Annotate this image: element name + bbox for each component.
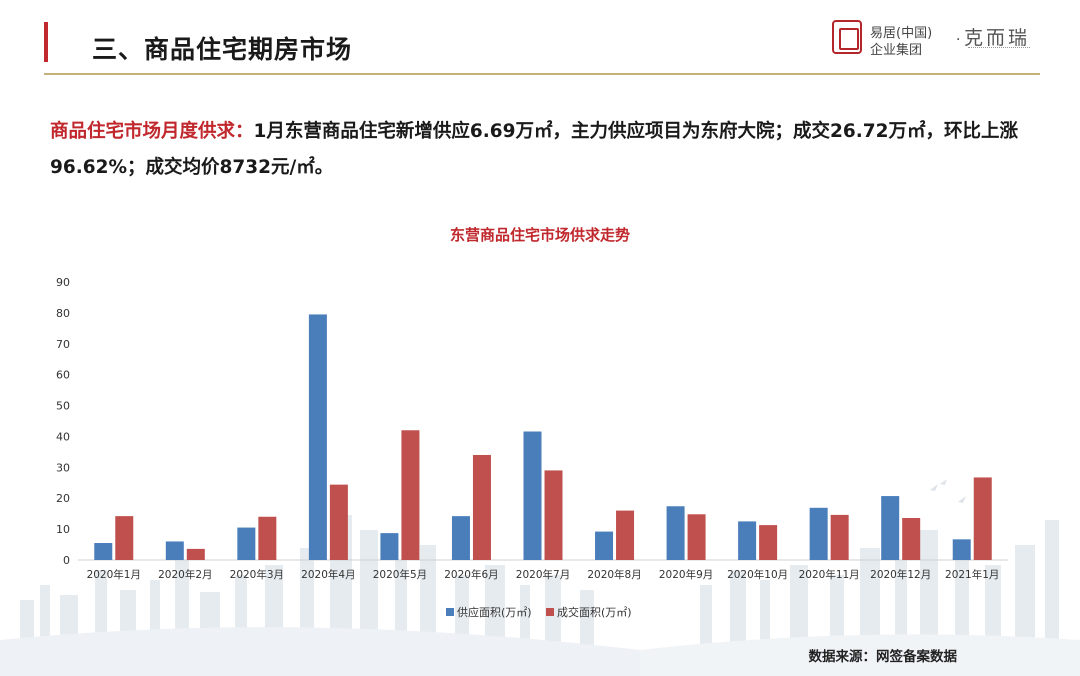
seal-logo-icon <box>832 20 862 54</box>
supply-bar <box>881 496 900 560</box>
supply-bar <box>451 516 470 560</box>
title-accent-bar <box>44 22 48 62</box>
section-title: 三、商品住宅期房市场 <box>92 35 353 64</box>
x-tick-label: 2021年1月 <box>945 568 999 581</box>
transaction-bar <box>115 516 134 560</box>
transaction-bar <box>472 454 491 560</box>
summary-text: 1月东营商品住宅新增供应6.69万㎡，主力供应项目为东府大院；成交26.72万㎡… <box>50 121 1019 178</box>
y-tick-label: 20 <box>56 492 70 505</box>
transaction-bar <box>544 470 563 560</box>
market-summary: 商品住宅市场月度供求：1月东营商品住宅新增供应6.69万㎡，主力供应项目为东府大… <box>50 114 1035 186</box>
transaction-bar <box>830 514 849 560</box>
supply-bar <box>595 531 614 560</box>
summary-label: 商品住宅市场月度供求： <box>50 121 254 142</box>
legend-swatch <box>446 608 454 616</box>
transaction-bar <box>902 517 921 560</box>
logo-text-line2: 企业集团 <box>870 43 923 58</box>
x-tick-label: 2020年5月 <box>373 568 427 581</box>
company-logo: 易居(中国) 企业集团 · 克而瑞 <box>832 20 1032 58</box>
supply-bar <box>237 527 256 560</box>
supply-bar <box>809 507 828 560</box>
supply-bar <box>380 533 399 560</box>
y-tick-label: 0 <box>63 554 70 567</box>
header-divider <box>44 73 1040 75</box>
x-tick-label: 2020年3月 <box>230 568 284 581</box>
logo-brand-text: 克而瑞 <box>964 27 1031 49</box>
y-tick-label: 90 <box>56 276 70 289</box>
x-tick-label: 2020年12月 <box>870 568 931 581</box>
x-tick-label: 2020年9月 <box>659 568 713 581</box>
y-tick-label: 80 <box>56 307 70 320</box>
transaction-bar <box>759 525 778 560</box>
supply-bar <box>523 431 542 560</box>
logo-text-line1: 易居(中国) <box>870 26 933 41</box>
supply-bar <box>666 506 685 560</box>
transaction-bar <box>616 510 635 560</box>
y-tick-label: 70 <box>56 338 70 351</box>
y-tick-label: 60 <box>56 369 70 382</box>
x-tick-label: 2020年2月 <box>158 568 212 581</box>
transaction-bar <box>973 477 992 560</box>
supply-bar <box>308 314 327 560</box>
x-tick-label: 2020年4月 <box>301 568 355 581</box>
y-tick-label: 30 <box>56 461 70 474</box>
transaction-bar <box>186 548 205 560</box>
x-tick-label: 2020年10月 <box>727 568 788 581</box>
legend-swatch <box>546 608 554 616</box>
logo-separator: · <box>956 32 961 48</box>
x-tick-label: 2020年8月 <box>587 568 641 581</box>
supply-bar <box>952 539 971 560</box>
supply-bar <box>165 541 184 560</box>
supply-bar <box>94 543 113 560</box>
x-tick-label: 2020年7月 <box>516 568 570 581</box>
legend-label: 成交面积(万㎡) <box>557 605 632 619</box>
transaction-bar <box>401 430 420 560</box>
logo-underline <box>968 47 1030 51</box>
supply-bar <box>738 521 757 560</box>
x-tick-label: 2020年6月 <box>444 568 498 581</box>
data-source-note: 数据来源：网签备案数据 <box>808 649 958 665</box>
y-tick-label: 50 <box>56 400 70 413</box>
transaction-bar <box>329 484 348 560</box>
transaction-bar <box>687 514 706 560</box>
y-tick-label: 40 <box>56 430 70 443</box>
y-tick-label: 10 <box>56 523 70 536</box>
chart-title: 东营商品住宅市场供求走势 <box>449 226 630 244</box>
transaction-bar <box>258 516 277 560</box>
legend-label: 供应面积(万㎡) <box>457 605 532 619</box>
x-tick-label: 2020年11月 <box>799 568 860 581</box>
x-tick-label: 2020年1月 <box>87 568 141 581</box>
